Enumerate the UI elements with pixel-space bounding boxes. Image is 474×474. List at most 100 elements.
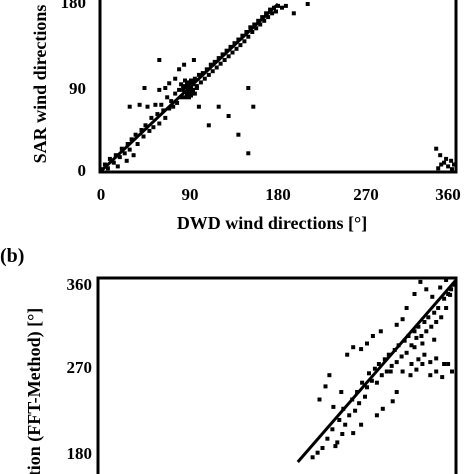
panel-b-point — [394, 390, 399, 394]
panel-a-point — [194, 86, 199, 90]
panel-a-point — [190, 90, 194, 95]
panel-a-point — [198, 80, 203, 85]
panel-a-x-tick: 90 — [182, 185, 199, 204]
panel-a-point — [151, 125, 156, 130]
panel-a-plot-frame — [98, 0, 458, 174]
panel-a-point — [452, 162, 456, 167]
panel-a-point — [181, 87, 186, 92]
panel-b-point — [394, 360, 399, 365]
panel-a-point — [186, 88, 190, 93]
panel-a-point — [163, 86, 168, 90]
panel-b-point — [452, 282, 456, 287]
panel-b-point — [409, 343, 414, 348]
panel-b-point — [372, 366, 377, 371]
panel-b-y-tick: 270 — [67, 358, 93, 377]
panel-b-point — [339, 390, 344, 394]
panel-b-point — [418, 279, 423, 284]
panel-b-point — [449, 287, 454, 292]
panel-b-point — [365, 341, 369, 346]
panel-a-point — [204, 67, 209, 72]
panel-a-y-tick: 0 — [78, 161, 87, 180]
panel-b-point — [363, 394, 367, 399]
panel-a-point — [242, 39, 247, 44]
panel-a-point — [226, 114, 231, 118]
panel-a-point — [159, 102, 164, 107]
panel-a-point — [446, 164, 451, 169]
panel-a-point — [220, 52, 225, 57]
panel-b-point — [430, 294, 435, 299]
panel-a-point — [135, 142, 140, 146]
panel-b-regression-line — [296, 279, 458, 463]
panel-b-point — [390, 399, 395, 404]
panel-b-point — [412, 345, 417, 350]
panel-b-plot-frame — [96, 276, 458, 474]
panel-a-point — [157, 121, 162, 126]
panel-b-point — [432, 310, 437, 315]
panel-b-point — [420, 362, 425, 366]
panel-a-point — [102, 162, 107, 167]
panel-b-point — [353, 408, 358, 413]
panel-b-point — [331, 404, 336, 409]
panel-b-point — [384, 369, 389, 374]
panel-a-point — [184, 85, 188, 90]
panel-b-point — [442, 362, 447, 366]
panel-b-point — [360, 380, 365, 385]
panel-b-point — [396, 343, 401, 348]
panel-b-point — [408, 373, 413, 378]
panel-b-point — [370, 334, 375, 338]
panel-a-points — [100, 2, 456, 172]
panel-b-point — [355, 390, 360, 394]
panel-a-point — [436, 166, 441, 171]
panel-a-point — [234, 46, 239, 51]
panel-a-point — [165, 95, 170, 100]
panel-a-point — [133, 132, 138, 137]
panel-a-x-tick: 360 — [435, 185, 461, 204]
panel-a-point — [105, 166, 110, 171]
panel-a-point — [191, 82, 195, 87]
panel-b-point — [434, 320, 439, 324]
panel-a-point — [179, 82, 184, 87]
panel-b-point — [436, 306, 441, 310]
panel-b-point — [392, 348, 397, 352]
panel-b-point — [400, 317, 405, 322]
panel-a-point — [206, 72, 211, 77]
panel-a-point — [175, 100, 180, 105]
panel-b-point — [438, 285, 443, 290]
panel-a-point — [192, 91, 197, 96]
panel-b-point — [450, 369, 454, 374]
panel-a-point — [167, 106, 172, 111]
panel-a-point — [266, 15, 271, 20]
panel-a-point — [117, 155, 122, 160]
panel-a-point — [238, 43, 243, 48]
panel-b-point — [424, 287, 429, 292]
panel-a-point — [442, 160, 447, 165]
panel-b-point — [439, 315, 444, 320]
panel-b-point — [444, 306, 449, 310]
panel-a-point — [236, 132, 241, 137]
panel-a-point — [111, 160, 116, 165]
panel-a-point — [248, 25, 253, 30]
panel-b-point — [404, 306, 409, 310]
panel-a-point — [228, 44, 233, 49]
panel-a-point — [450, 167, 454, 172]
panel-a-point — [127, 104, 132, 109]
panel-a-point — [218, 61, 223, 66]
panel-a-point — [155, 112, 160, 117]
panel-a-point — [196, 104, 201, 109]
panel-a-point — [173, 76, 178, 81]
panel-a-point — [187, 80, 191, 85]
panel-a-point — [157, 87, 162, 92]
panel-b-point — [428, 360, 433, 365]
panel-a-point — [210, 69, 215, 74]
panel-a-point — [216, 56, 221, 61]
panel-b-point — [412, 292, 417, 296]
panel-b-point — [416, 357, 421, 362]
panel-b-point — [310, 455, 315, 460]
panel-a-x-tick: 0 — [97, 185, 106, 204]
panel-a: 180 90 0 0 90 180 270 360 DWD wind direc… — [30, 0, 461, 233]
panel-a-point — [434, 146, 439, 151]
panel-a-point — [280, 5, 284, 10]
panel-a-point — [100, 167, 104, 172]
panel-b-point — [315, 450, 320, 455]
